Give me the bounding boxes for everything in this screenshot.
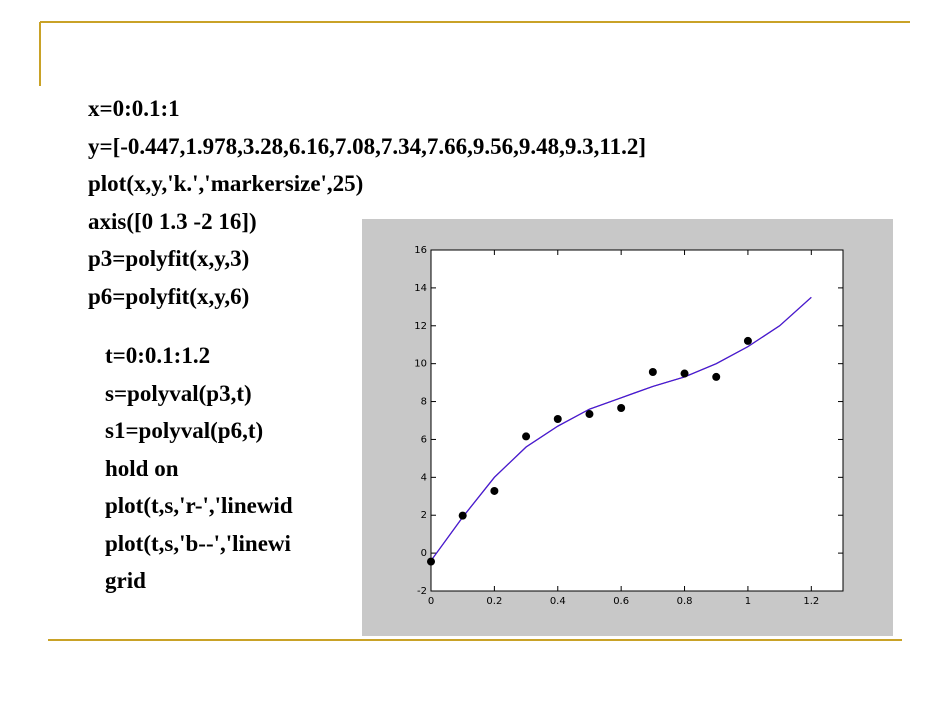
y-tick-label: 8 — [421, 397, 427, 408]
x-tick-label: 1.2 — [803, 596, 819, 607]
data-point — [427, 557, 435, 566]
code-block: t=0:0.1:1.2 s=polyval(p3,t) s1=polyval(p6,… — [105, 337, 293, 600]
x-tick-label: 0.4 — [550, 596, 566, 607]
code-line: grid — [105, 568, 146, 593]
x-tick-label: 0 — [428, 596, 434, 607]
code-line: t=0:0.1:1.2 — [105, 343, 211, 368]
fit-line — [430, 296, 812, 562]
code-line: p3=polyfit(x,y,3) — [88, 246, 250, 271]
data-point — [712, 372, 721, 381]
y-tick-label: 2 — [421, 510, 427, 521]
y-tick-label: 10 — [414, 359, 427, 370]
y-tick-label: 6 — [421, 434, 427, 445]
data-point — [743, 336, 752, 345]
x-tick-label: 0.2 — [486, 596, 502, 607]
code-line: plot(t,s,'b--','linewi — [105, 530, 291, 556]
y-tick-label: -2 — [417, 586, 427, 597]
plot-panel: -2 0 2 4 6 8 10 12 14 16 0 0.2 0.4 0.6 0.8 1 1.2 — [362, 219, 893, 636]
code-line: plot(x,y,'k.','markersize',25) — [88, 171, 364, 196]
code-line: plot(t,s,'r-','linewid — [105, 493, 293, 518]
data-point — [617, 403, 626, 412]
data-point — [553, 414, 562, 423]
plot-area — [430, 249, 844, 592]
y-tick-label: 16 — [414, 245, 427, 256]
code-line: s1=polyval(p6,t) — [105, 418, 264, 443]
code-line: s=polyval(p3,t) — [105, 380, 252, 406]
code-line: y=[-0.447,1.978,3.28,6.16,7.08,7.34,7.66… — [88, 133, 647, 159]
data-point — [648, 368, 657, 377]
y-tick-label: 0 — [421, 548, 427, 559]
x-tick-label: 1 — [745, 596, 751, 607]
code-block: x=0:0.1:1 y=[-0.447,1.978,3.28,6.16,7.08,… — [88, 90, 646, 315]
data-point — [458, 511, 467, 520]
x-tick-label: 0.8 — [677, 596, 693, 607]
data-point — [490, 486, 499, 495]
code-line: x=0:0.1:1 — [88, 96, 180, 121]
data-point — [680, 369, 689, 378]
code-line: axis([0 1.3 -2 16]) — [88, 208, 257, 234]
data-point — [585, 410, 594, 419]
y-tick-label: 4 — [421, 472, 427, 483]
y-tick-label: 14 — [414, 283, 427, 294]
x-tick-label: 0.6 — [613, 596, 629, 607]
y-tick-label: 12 — [414, 321, 427, 332]
data-point — [522, 432, 531, 441]
code-line: hold on — [105, 455, 179, 481]
code-line: p6=polyfit(x,y,6) — [88, 283, 250, 309]
